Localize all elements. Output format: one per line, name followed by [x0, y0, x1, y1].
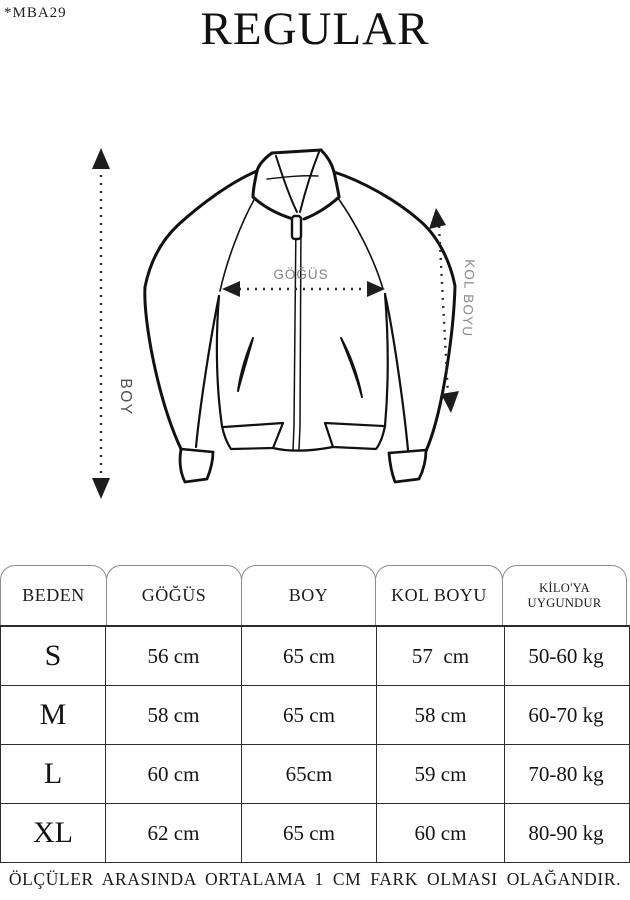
table-row-m: M 58 cm 65 cm 58 cm 60-70 kg	[1, 686, 629, 745]
chest-cell: 60 cm	[106, 745, 242, 803]
column-header-beden: BEDEN	[0, 565, 107, 625]
arrowhead-right-icon	[367, 281, 385, 297]
table-row-l: L 60 cm 65cm 59 cm 70-80 kg	[1, 745, 629, 804]
arrowhead-up-icon	[92, 148, 110, 169]
chest-cell: 62 cm	[106, 804, 242, 862]
jacket-outline	[143, 148, 457, 484]
arrowhead-up-icon	[429, 208, 446, 229]
kol-boyu-measure-arrow: KOL BOYU	[429, 208, 477, 413]
arrowhead-left-icon	[222, 281, 240, 297]
column-header-kol-boyu: KOL BOYU	[375, 565, 503, 625]
size-cell: XL	[1, 804, 106, 862]
product-code: *MBA29	[4, 5, 67, 21]
size-cell: S	[1, 627, 106, 685]
size-table-body: S 56 cm 65 cm 57 cm 50-60 kg M 58 cm 65 …	[0, 627, 630, 863]
arrowhead-down-icon	[441, 391, 459, 413]
sleeve-cell: 57 cm	[377, 627, 505, 685]
gogus-label: GÖĞÜS	[273, 267, 328, 282]
size-cell: M	[1, 686, 106, 744]
sleeve-cell: 58 cm	[377, 686, 505, 744]
weight-cell: 60-70 kg	[528, 702, 604, 727]
chest-cell: 56 cm	[106, 627, 242, 685]
table-row-xl: XL 62 cm 65 cm 60 cm 80-90 kg	[1, 804, 629, 863]
boy-measure-arrow: BOY	[92, 148, 134, 499]
sleeve-cell: 59 cm	[377, 745, 505, 803]
gogus-measure-arrow: GÖĞÜS	[222, 267, 385, 297]
size-cell: L	[1, 745, 106, 803]
size-table: BEDEN GÖĞÜS BOY KOL BOYU KİLO'YA UYGUNDU…	[0, 565, 630, 863]
jacket-measurement-figure: BOY GÖĞÜS KOL BOYU	[0, 120, 630, 550]
tolerance-note: ÖLÇÜLER ARASINDA ORTALAMA 1 CM FARK OLMA…	[8, 869, 622, 889]
right-pocket	[340, 337, 363, 398]
boy-label: BOY	[117, 378, 134, 415]
table-row-s: S 56 cm 65 cm 57 cm 50-60 kg	[1, 627, 629, 686]
weight-cell: 50-60 kg	[528, 643, 604, 668]
column-header-boy: BOY	[241, 565, 376, 625]
weight-cell: 70-80 kg	[528, 761, 604, 786]
length-cell: 65 cm	[242, 686, 377, 744]
column-header-gogus: GÖĞÜS	[106, 565, 242, 625]
weight-cell: 80-90 kg	[528, 820, 604, 845]
kol-boyu-label: KOL BOYU	[460, 259, 478, 338]
page-title: REGULAR	[200, 3, 430, 55]
length-cell: 65cm	[242, 745, 377, 803]
length-cell: 65 cm	[242, 627, 377, 685]
jacket-drawing: BOY GÖĞÜS KOL BOYU	[92, 148, 477, 499]
length-cell: 65 cm	[242, 804, 377, 862]
chest-cell: 58 cm	[106, 686, 242, 744]
arrowhead-down-icon	[92, 478, 110, 499]
size-table-header: BEDEN GÖĞÜS BOY KOL BOYU KİLO'YA UYGUNDU…	[0, 565, 630, 627]
zipper-pull	[290, 214, 303, 241]
left-pocket	[237, 337, 254, 392]
column-header-kiloya-uygundur: KİLO'YA UYGUNDUR	[502, 565, 627, 625]
sleeve-cell: 60 cm	[377, 804, 505, 862]
